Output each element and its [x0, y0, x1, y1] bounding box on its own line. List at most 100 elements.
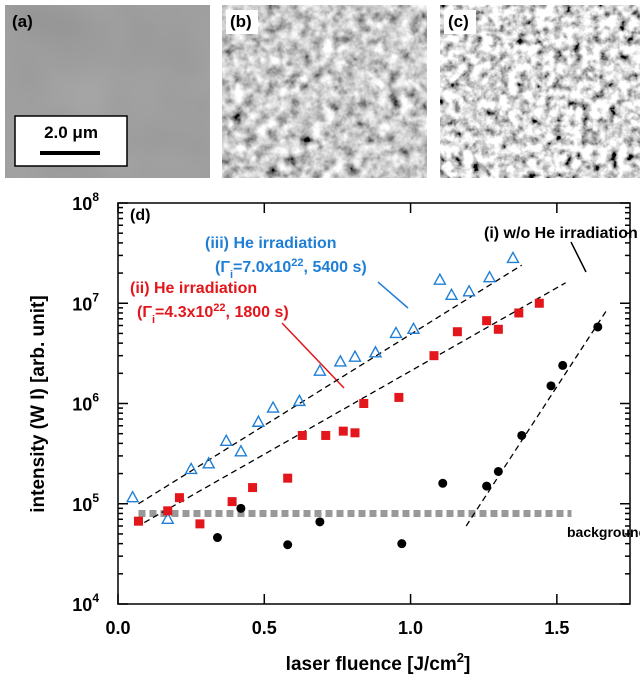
leader-line	[377, 281, 409, 309]
annotation-part: (Γ	[137, 304, 152, 321]
background-label: background	[567, 524, 640, 540]
point	[266, 400, 280, 413]
point	[493, 324, 503, 334]
point	[482, 481, 492, 491]
point	[397, 539, 407, 549]
x-axis-label-part: 2	[457, 650, 464, 665]
point	[163, 506, 173, 516]
fit-line	[144, 282, 566, 524]
y-tick-label-exponent: 4	[92, 591, 99, 605]
annotation: (i) w/o He irradiation	[484, 225, 638, 242]
point	[482, 316, 492, 326]
point	[359, 399, 369, 408]
point	[313, 363, 327, 376]
panel-label: (c)	[448, 12, 469, 31]
point	[297, 430, 307, 440]
annotation-part: 22	[213, 302, 225, 314]
point	[219, 433, 233, 446]
y-tick-label: 105	[72, 491, 99, 515]
leader-line	[570, 241, 587, 273]
point	[517, 430, 527, 440]
y-tick-label-base: 10	[72, 395, 92, 415]
fit-line	[138, 264, 523, 505]
point	[195, 519, 205, 529]
x-tick-label: 0.5	[252, 618, 277, 638]
point	[251, 414, 266, 427]
y-tick-label-exponent: 7	[92, 290, 99, 304]
point	[593, 322, 603, 332]
y-tick-label: 108	[72, 190, 99, 214]
point	[506, 250, 520, 264]
point	[493, 466, 503, 476]
y-axis-label: intensity (W I) [arb. unit]	[28, 295, 49, 512]
annotation: (iii) He irradiation	[205, 235, 337, 252]
annotation-part: =4.3x10	[155, 304, 213, 321]
point	[248, 483, 258, 493]
sem-panel: (b)	[222, 5, 427, 178]
sem-panel: (a) 2.0 μm	[5, 5, 210, 178]
annotation-part: , 1800 s)	[226, 304, 289, 321]
y-tick-label-exponent: 5	[92, 491, 99, 505]
point	[292, 393, 307, 407]
y-tick-label-base: 10	[72, 194, 92, 214]
fit-line	[465, 309, 608, 527]
x-axis-label: laser fluence [J/cm2]	[286, 650, 471, 675]
plot-frame	[117, 202, 631, 605]
point	[333, 354, 348, 367]
sem-panel: (c)	[440, 5, 640, 178]
annotation-part: i	[152, 314, 155, 326]
point	[227, 497, 237, 507]
point	[212, 533, 222, 543]
panel-label: (b)	[230, 12, 252, 31]
point	[321, 430, 331, 440]
y-tick-label: 104	[72, 591, 99, 615]
point	[338, 426, 348, 436]
point	[202, 456, 216, 469]
y-tick-label: 106	[72, 391, 99, 415]
point	[546, 381, 556, 391]
point	[161, 511, 175, 524]
x-axis-label-part: ]	[464, 654, 470, 675]
point	[315, 517, 325, 527]
point	[558, 360, 568, 370]
point	[514, 308, 524, 318]
point	[174, 493, 184, 503]
y-tick-label: 107	[72, 290, 99, 314]
point	[133, 516, 143, 526]
panel-label: (d)	[130, 207, 150, 224]
y-tick-label-base: 10	[72, 294, 92, 314]
scale-bar-label: 2.0 μm	[44, 123, 98, 142]
annotation: (Γi=4.3x1022, 1800 s)	[137, 302, 289, 326]
point	[438, 478, 448, 488]
point	[389, 325, 403, 339]
point	[283, 540, 293, 550]
point	[406, 321, 421, 334]
annotation: (Γi=7.0x1022, 5400 s)	[215, 257, 367, 281]
point	[236, 503, 246, 513]
point	[348, 349, 362, 362]
y-tick-label-exponent: 8	[92, 190, 99, 204]
point	[394, 392, 404, 402]
point	[482, 270, 497, 283]
point	[534, 298, 544, 308]
point	[433, 272, 447, 285]
x-tick-label: 1.5	[544, 618, 569, 638]
point	[283, 473, 293, 483]
point	[429, 351, 439, 361]
point	[350, 428, 360, 438]
point	[444, 287, 459, 301]
panel-label: (a)	[12, 12, 33, 31]
annotation: (ii) He irradiation	[130, 280, 257, 297]
x-tick-label: 1.0	[398, 618, 423, 638]
x-axis-label-part: laser fluence [J/cm	[286, 654, 457, 675]
annotation-part: =7.0x10	[233, 259, 291, 276]
x-tick-label: 0.0	[105, 618, 130, 638]
y-tick-label-base: 10	[72, 595, 92, 615]
point	[452, 327, 462, 337]
point	[462, 284, 476, 297]
annotation-part: (Γ	[215, 259, 230, 276]
y-tick-label-base: 10	[72, 495, 92, 515]
point	[368, 345, 383, 358]
